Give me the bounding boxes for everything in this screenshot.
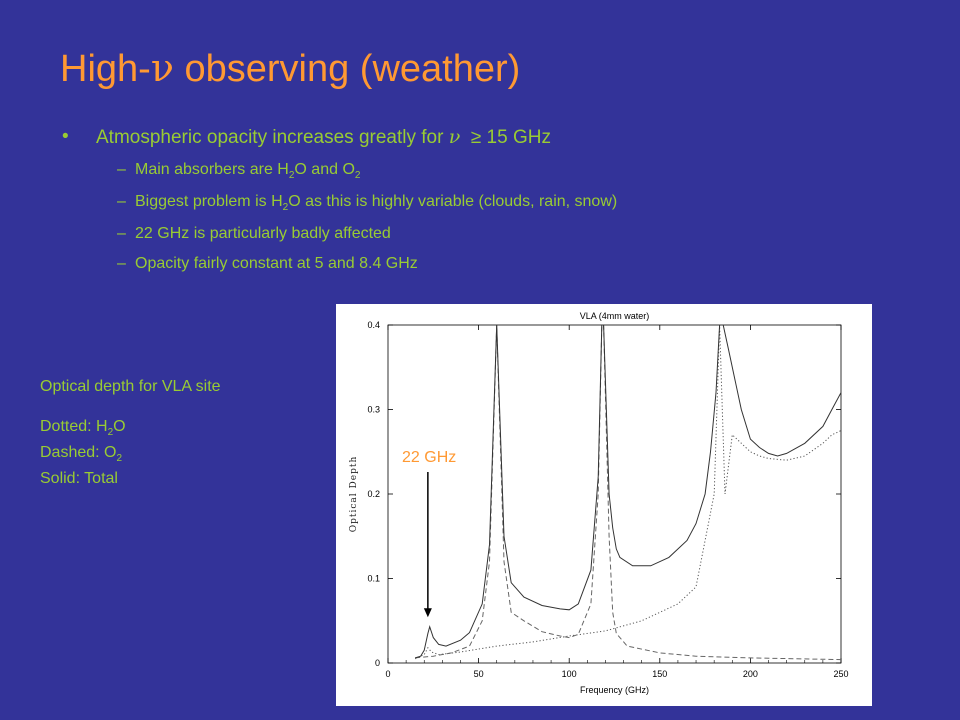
y-tick-label: 0.4 [367, 320, 380, 330]
annotation-label: 22 GHz [402, 449, 457, 466]
y-tick-label: 0 [375, 658, 380, 668]
relation-symbol: ≥ [470, 127, 482, 148]
nu-symbol: ν [448, 126, 461, 148]
y-tick-label: 0.3 [367, 405, 380, 415]
x-tick-label: 0 [385, 669, 390, 679]
x-tick-label: 100 [562, 669, 577, 679]
sub-bullet-marker: – [117, 193, 126, 211]
legend-dotted: Dotted: H2O [40, 418, 126, 439]
bullet-list: • Atmospheric opacity increases greatly … [62, 126, 617, 273]
sub-bullet-marker: – [117, 161, 126, 178]
x-tick-label: 50 [474, 669, 484, 679]
sub-bullet-marker: – [117, 225, 126, 243]
y-axis-label: Optical Depth [349, 456, 359, 533]
bullet-marker: • [62, 126, 69, 147]
series-dotted-line [414, 325, 841, 660]
optical-depth-plot: 0 50 100 150 200 250 0 0.1 0.2 0.3 0.4 VLA (4mm wat… [336, 304, 872, 706]
nu-symbol: ν [150, 46, 174, 90]
main-bullet: • Atmospheric opacity increases greatly … [62, 126, 551, 148]
chart-title: VLA (4mm water) [580, 311, 650, 321]
x-tick-label: 250 [833, 669, 848, 679]
series-solid-line [415, 325, 841, 659]
annotation-arrow-head [423, 608, 432, 618]
series-dashed-line [415, 325, 841, 661]
legend-dashed: Dashed: O2 [40, 444, 123, 465]
legend-solid: Solid: Total [40, 470, 118, 488]
y-tick-label: 0.1 [367, 574, 380, 584]
sub-bullet: – Main absorbers are H2O and O2 [117, 161, 361, 182]
x-tick-label: 150 [652, 669, 667, 679]
sub-bullets: – Main absorbers are H2O and O2 – Biggest p… [62, 161, 617, 273]
sub-bullet-marker: – [117, 255, 126, 273]
plot-legend: Optical depth for VLA site Dotted: H2O D… [40, 377, 221, 489]
x-tick-label: 200 [743, 669, 758, 679]
sub-bullet: – Opacity fairly constant at 5 and 8.4 GH… [117, 255, 418, 273]
slide-title: High-ν observing (weather) [60, 46, 521, 90]
optical-depth-chart: 0 50 100 150 200 250 0 0.1 0.2 0.3 0.4 VLA (4mm wat… [349, 311, 849, 695]
y-tick-label: 0.2 [367, 489, 380, 499]
sub-bullet: –22 GHz is particularly badly affected [117, 225, 391, 243]
x-axis-label: Frequency (GHz) [580, 685, 649, 695]
sub-bullet: – Biggest problem is H2O as this is highl… [117, 193, 618, 214]
legend-heading: Optical depth for VLA site [40, 378, 221, 395]
